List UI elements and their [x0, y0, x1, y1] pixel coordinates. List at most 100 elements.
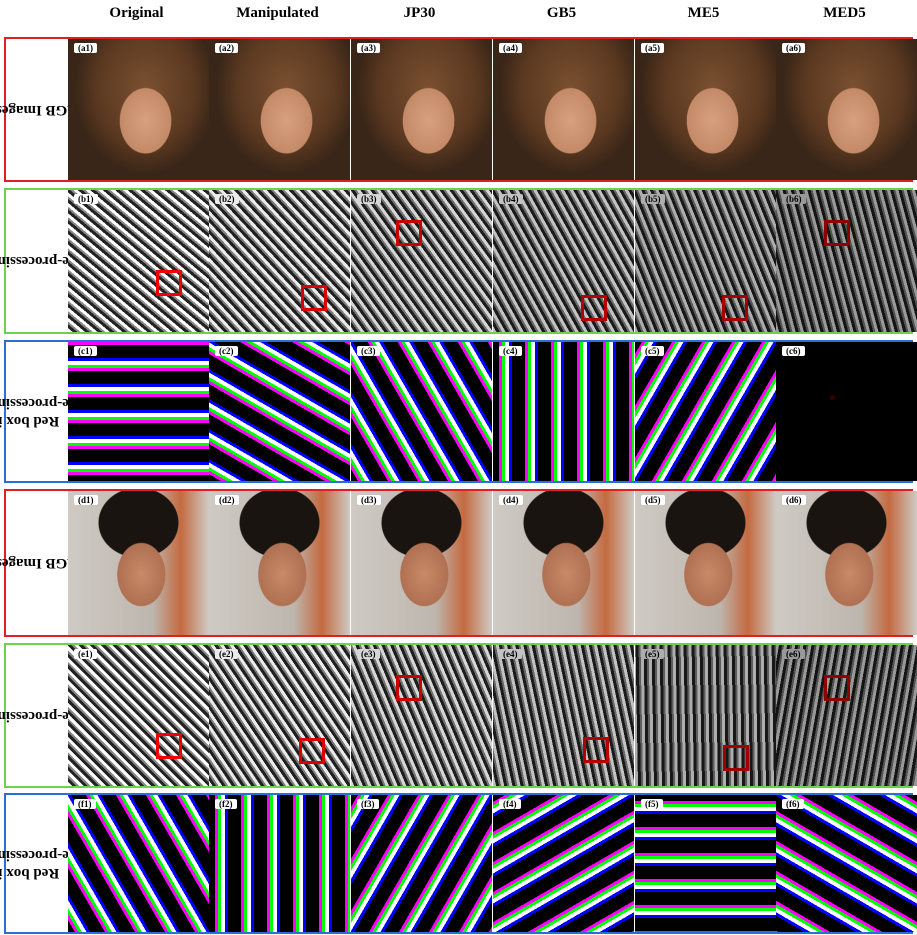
- panel-tag: (b4): [499, 194, 523, 204]
- panel-tag: (a1): [74, 43, 97, 53]
- figure-row: Red box inpre-processing (f1) (f2) (f3) (f4)…: [4, 793, 913, 934]
- image-panel: (e1): [68, 645, 209, 786]
- panel-tag: (c5): [641, 346, 664, 356]
- panel-tag: (d1): [74, 495, 98, 505]
- panel-tag: (b2): [215, 194, 239, 204]
- panel-tag: (a2): [215, 43, 238, 53]
- image-panel: (c6): [776, 342, 917, 481]
- panel-tag: (f3): [357, 799, 379, 809]
- column-header: JP30: [349, 5, 490, 22]
- red-box: [301, 285, 327, 311]
- image-panel: (f2): [209, 795, 350, 932]
- row-label: Pre-processing: [6, 645, 68, 786]
- column-header: Manipulated: [207, 5, 348, 22]
- image-panel: (c1): [68, 342, 209, 481]
- panel-tag: (c3): [357, 346, 380, 356]
- panel-tag: (e2): [215, 649, 238, 659]
- panel-tag: (d6): [782, 495, 806, 505]
- label-line: Red box in: [0, 412, 59, 430]
- panel-tag: (d3): [357, 495, 381, 505]
- image-panel: (e5): [635, 645, 776, 786]
- image-panel: (e3): [351, 645, 492, 786]
- red-box: [723, 745, 749, 771]
- column-header: ME5: [633, 5, 774, 22]
- panel-tag: (f1): [74, 799, 96, 809]
- image-panel: (d4): [493, 491, 634, 635]
- panel-tag: (c4): [499, 346, 522, 356]
- label-line: Red box in: [0, 864, 59, 882]
- image-panel: (c4): [493, 342, 634, 481]
- panel-tag: (b5): [641, 194, 665, 204]
- image-panel: (f1): [68, 795, 209, 932]
- row-label: RGB Images: [6, 491, 68, 635]
- row-label-text: RGB Images: [0, 554, 78, 572]
- red-box: [156, 270, 182, 296]
- red-box: [581, 295, 607, 321]
- panel-tag: (b6): [782, 194, 806, 204]
- image-panel: (a5): [635, 39, 776, 180]
- column-header: MED5: [774, 5, 915, 22]
- image-panel: (b4): [493, 190, 634, 332]
- panel-tag: (d4): [499, 495, 523, 505]
- image-panel: (e4): [493, 645, 634, 786]
- image-panel: (a6): [776, 39, 917, 180]
- image-panel: (e2): [209, 645, 350, 786]
- red-box: [824, 675, 850, 701]
- image-panel: (b1): [68, 190, 209, 332]
- row-label: RGB Images: [6, 39, 68, 180]
- red-box: [156, 733, 182, 759]
- panel-tag: (b3): [357, 194, 381, 204]
- panel-tag: (d2): [215, 495, 239, 505]
- image-panel: (b3): [351, 190, 492, 332]
- image-panel: (a1): [68, 39, 209, 180]
- panel-tag: (a6): [782, 43, 805, 53]
- red-box: [583, 737, 609, 763]
- image-panel: (a4): [493, 39, 634, 180]
- figure-row: Pre-processing(b1) (b2) (b3) (b4) (b5) (b6): [4, 188, 913, 334]
- image-panel: (f6): [776, 795, 917, 932]
- panel-tag: (a5): [641, 43, 664, 53]
- image-panel: (e6): [776, 645, 917, 786]
- image-panel: (d1): [68, 491, 209, 635]
- red-box: [824, 220, 850, 246]
- panel-tag: (d5): [641, 495, 665, 505]
- row-label: Pre-processing: [6, 190, 68, 332]
- panel-tag: (a3): [357, 43, 380, 53]
- red-box: [396, 220, 422, 246]
- panel-tag: (f5): [641, 799, 663, 809]
- panel-tag: (f6): [782, 799, 804, 809]
- row-label: Red box inpre-processing: [6, 795, 68, 932]
- column-header: GB5: [491, 5, 632, 22]
- panel-tag: (c2): [215, 346, 238, 356]
- row-label-text: RGB Images: [0, 101, 78, 119]
- panel-tag: (e4): [499, 649, 522, 659]
- figure: OriginalManipulatedJP30GB5ME5MED5RGB Ima…: [0, 0, 917, 935]
- image-panel: (d2): [209, 491, 350, 635]
- image-panel: (b6): [776, 190, 917, 332]
- panel-tag: (c1): [74, 346, 97, 356]
- figure-row: Pre-processing(e1)(e2)(e3)(e4)(e5)(e6): [4, 643, 913, 788]
- panel-tag: (f2): [215, 799, 237, 809]
- figure-row: Red box inpre-processing (c1) (c2) (c3) (c4)…: [4, 340, 913, 483]
- image-panel: (d3): [351, 491, 492, 635]
- image-panel: (d6): [776, 491, 917, 635]
- figure-row: RGB Images (d1) (d2) (d3) (d4) (d5) (d6): [4, 489, 913, 637]
- label-line: RGB Images: [0, 101, 78, 119]
- panel-tag: (e3): [357, 649, 380, 659]
- label-line: RGB Images: [0, 554, 78, 572]
- row-label: Red box inpre-processing: [6, 342, 68, 481]
- image-panel: (c5): [635, 342, 776, 481]
- red-box: [396, 675, 422, 701]
- panel-tag: (a4): [499, 43, 522, 53]
- image-panel: (c2): [209, 342, 350, 481]
- panel-tag: (e5): [641, 649, 664, 659]
- red-box: [722, 295, 748, 321]
- image-panel: (b5): [635, 190, 776, 332]
- image-panel: (f5): [635, 795, 776, 932]
- image-panel: (a2): [209, 39, 350, 180]
- image-panel: (c3): [351, 342, 492, 481]
- figure-row: RGB Images (a1) (a2) (a3) (a4) (a5) (a6): [4, 37, 913, 182]
- image-panel: (d5): [635, 491, 776, 635]
- panel-tag: (f4): [499, 799, 521, 809]
- red-box: [299, 738, 325, 764]
